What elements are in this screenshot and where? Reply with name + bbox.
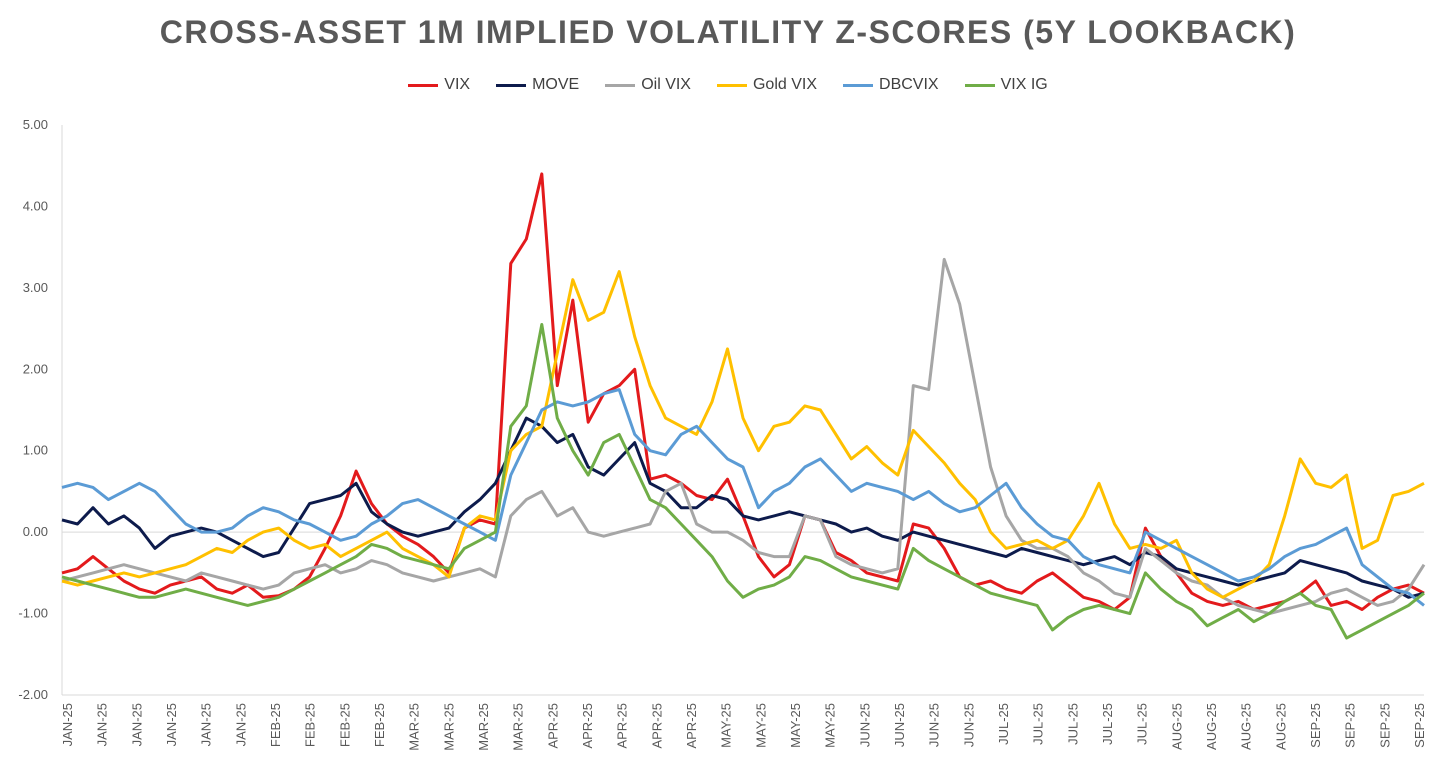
x-tick-label: JUN-25	[892, 703, 907, 747]
series-line-dbcvix	[61, 388, 1425, 607]
x-tick-label: FEB-25	[372, 703, 387, 747]
x-tick-label: JAN-25	[129, 703, 144, 746]
x-tick-label: AUG-25	[1169, 703, 1184, 750]
x-tick-label: APR-25	[580, 703, 595, 749]
legend-swatch	[843, 83, 874, 87]
legend-label: VIX IG	[1000, 76, 1048, 93]
x-tick-labels: JAN-25 JAN-25 JAN-25 JAN-25 JAN-25 JAN-25 FEB-…	[60, 703, 1427, 751]
x-tick-label: SEP-25	[1412, 703, 1427, 748]
x-tick-label: JUN-25	[857, 703, 872, 747]
x-tick-label: SEP-25	[1343, 703, 1358, 748]
y-tick-labels: 5.00 4.00 3.00 2.00 1.00 0.00 -1.00 -2.00	[18, 117, 48, 702]
x-tick-label: AUG-25	[1239, 703, 1254, 750]
x-tick-label: JUL-25	[1031, 703, 1046, 745]
y-tick-label: 2.00	[23, 361, 48, 376]
y-tick-label: 0.00	[23, 524, 48, 539]
x-tick-label: SEP-25	[1377, 703, 1392, 748]
x-tick-label: APR-25	[615, 703, 630, 749]
legend-item-dbcvix: DBCVIX	[843, 76, 939, 94]
x-tick-label: JUN-25	[961, 703, 976, 747]
x-tick-label: JUL-25	[1100, 703, 1115, 745]
x-tick-label: MAY-25	[719, 703, 734, 748]
series-lines	[61, 172, 1426, 640]
legend-swatch	[964, 83, 995, 87]
series-line-vix	[61, 172, 1425, 611]
x-tick-label: MAY-25	[788, 703, 803, 748]
legend-label: Gold VIX	[752, 76, 818, 93]
x-tick-label: JUL-25	[1135, 703, 1150, 745]
legend: VIX MOVE Oil VIX Gold VIX DBCVIX VIX IG	[0, 76, 1456, 94]
series-line-oil-vix	[61, 257, 1426, 616]
x-tick-label: APR-25	[545, 703, 560, 749]
x-tick-label: MAY-25	[823, 703, 838, 748]
legend-item-vix-ig: VIX IG	[964, 76, 1048, 94]
x-tick-label: FEB-25	[268, 703, 283, 747]
legend-swatch	[496, 83, 527, 87]
x-tick-label: APR-25	[684, 703, 699, 749]
x-tick-label: AUG-25	[1204, 703, 1219, 750]
legend-label: VIX	[444, 76, 471, 93]
axes	[61, 125, 1424, 696]
x-tick-label: JAN-25	[233, 703, 248, 746]
x-tick-label: AUG-25	[1273, 703, 1288, 750]
x-tick-label: FEB-25	[337, 703, 352, 747]
y-tick-label: 4.00	[23, 198, 48, 213]
x-tick-label: MAR-25	[407, 703, 422, 751]
legend-item-vix: VIX	[408, 76, 470, 94]
chart-title: CROSS-ASSET 1M IMPLIED VOLATILITY Z-SCOR…	[159, 14, 1297, 50]
x-tick-label: JUL-25	[996, 703, 1011, 745]
legend-label: Oil VIX	[641, 76, 691, 93]
x-tick-label: JUN-25	[927, 703, 942, 747]
legend-swatch	[716, 83, 747, 87]
x-tick-label: APR-25	[649, 703, 664, 749]
x-tick-label: FEB-25	[303, 703, 318, 747]
series-line-vix-ig	[61, 323, 1425, 640]
x-tick-label: JAN-25	[199, 703, 214, 746]
legend-item-gold-vix: Gold VIX	[716, 76, 818, 94]
y-tick-label: 5.00	[23, 117, 48, 132]
x-tick-label: JAN-25	[95, 703, 110, 746]
y-tick-label: 1.00	[23, 443, 48, 458]
x-tick-label: MAR-25	[476, 703, 491, 751]
x-tick-label: SEP-25	[1308, 703, 1323, 748]
y-tick-label: -2.00	[18, 687, 48, 702]
x-tick-label: JUL-25	[1065, 703, 1080, 745]
legend-swatch	[605, 83, 636, 87]
x-tick-label: MAY-25	[753, 703, 768, 748]
legend-label: DBCVIX	[879, 76, 939, 93]
x-tick-label: MAR-25	[441, 703, 456, 751]
legend-item-oil-vix: Oil VIX	[605, 76, 691, 94]
legend-label: MOVE	[532, 76, 580, 93]
legend-item-move: MOVE	[496, 76, 579, 94]
x-tick-label: JAN-25	[60, 703, 75, 746]
y-tick-label: 3.00	[23, 280, 48, 295]
series-line-gold-vix	[61, 270, 1425, 599]
y-tick-label: -1.00	[18, 606, 48, 621]
x-tick-label: JAN-25	[164, 703, 179, 746]
legend-swatch	[408, 83, 439, 87]
x-tick-label: MAR-25	[511, 703, 526, 751]
